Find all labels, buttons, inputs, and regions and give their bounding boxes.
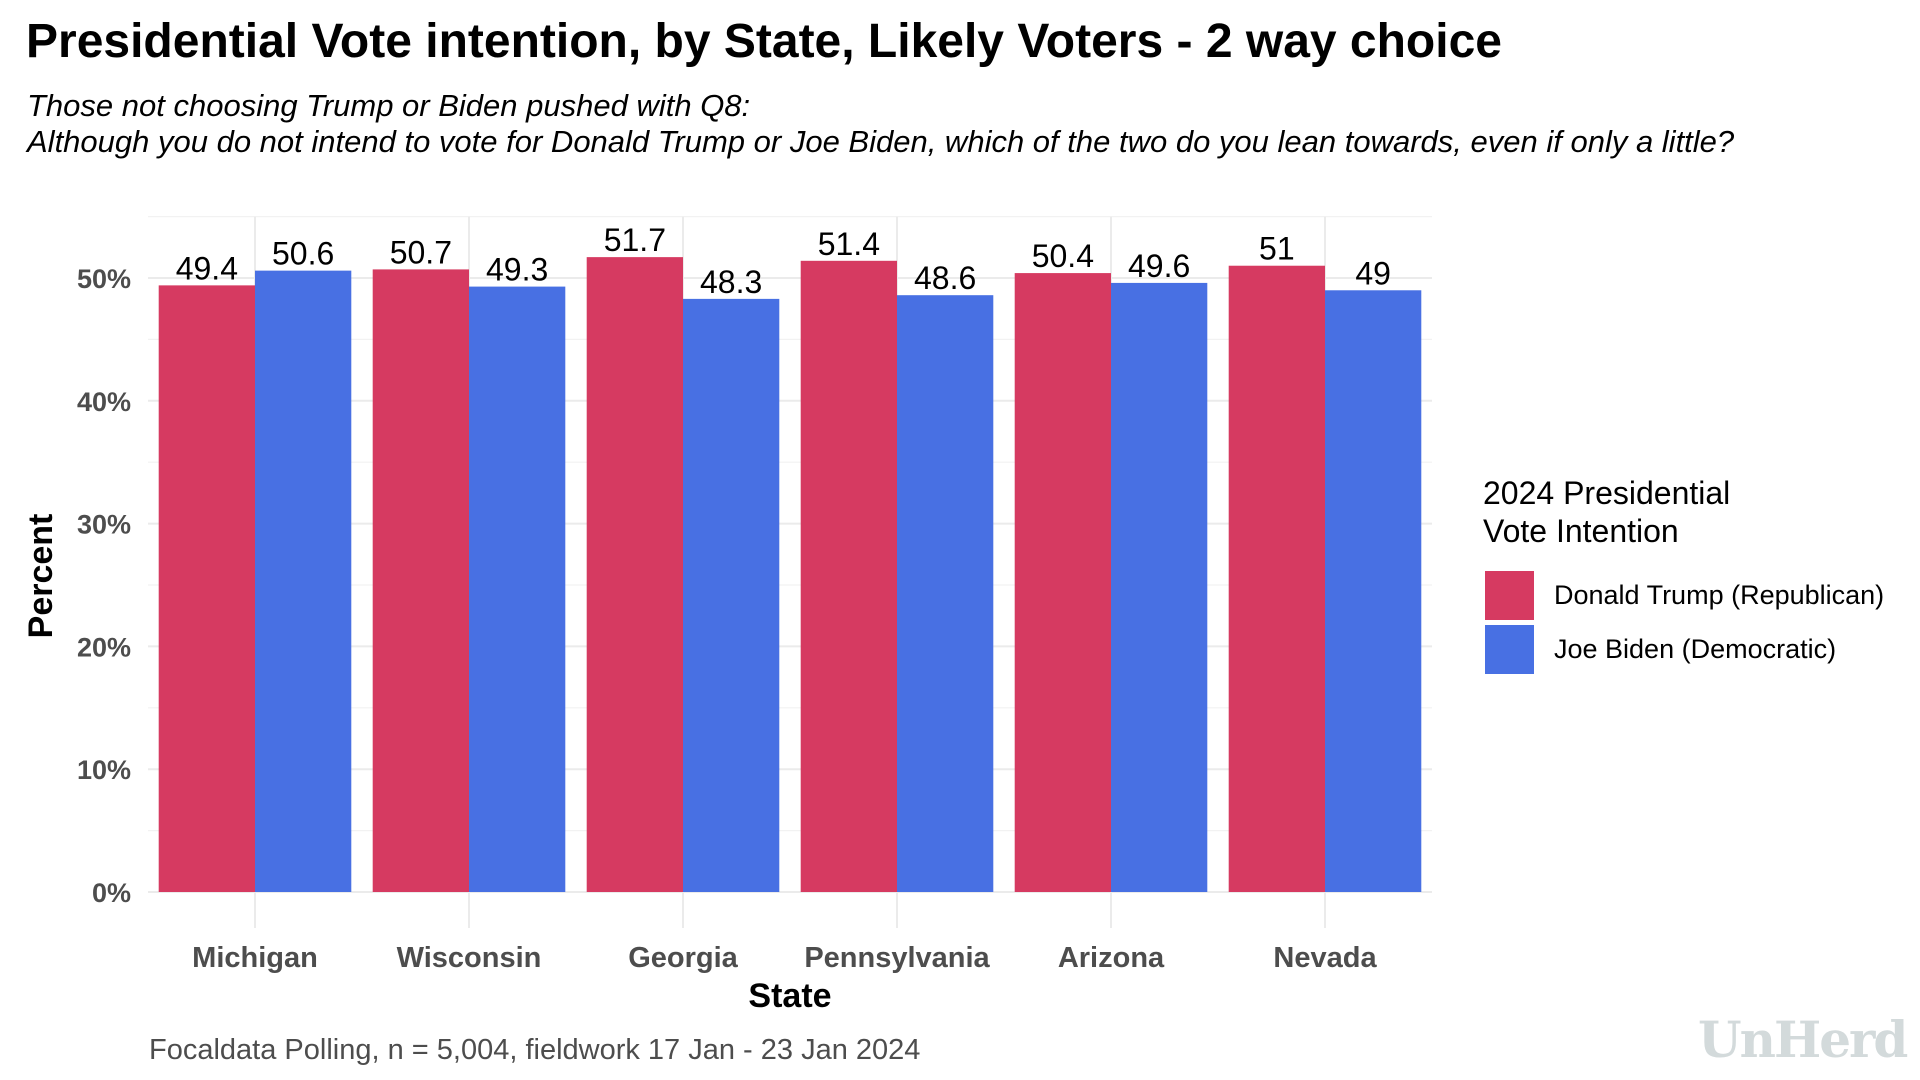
x-tick-label: Wisconsin xyxy=(397,942,542,974)
chart-title: Presidential Vote intention, by State, L… xyxy=(26,15,1502,68)
x-tick-label: Michigan xyxy=(192,942,318,974)
legend-label-biden: Joe Biden (Democratic) xyxy=(1554,634,1837,664)
bar-value-label: 48.3 xyxy=(700,264,762,300)
bar-value-label: 49.6 xyxy=(1128,248,1190,284)
bar-value-label: 51 xyxy=(1259,231,1295,267)
bar-biden-arizona xyxy=(1111,282,1208,892)
bar-value-label: 49.4 xyxy=(176,250,238,286)
bar-trump-georgia xyxy=(586,257,683,892)
bar-value-label: 50.6 xyxy=(272,236,334,272)
x-axis-ticks: Michigan Wisconsin Georgia Pennsylvania Ariz… xyxy=(192,942,1377,974)
bar-value-label: 48.6 xyxy=(914,260,976,296)
x-tick-label: Georgia xyxy=(628,942,738,974)
y-tick-label: 0% xyxy=(92,878,131,908)
bar-trump-arizona xyxy=(1014,273,1111,892)
x-tick-label: Pennsylvania xyxy=(804,942,990,974)
legend-title: 2024 Presidential Vote Intention xyxy=(1483,474,1730,550)
y-axis-ticks: 0% 10% 20% 30% 40% 50% xyxy=(77,264,131,908)
bar-trump-pennsylvania xyxy=(800,260,897,893)
y-tick-label: 30% xyxy=(77,510,131,540)
legend-item-biden: Joe Biden (Democratic) xyxy=(1485,625,1836,674)
x-tick-label: Arizona xyxy=(1058,942,1165,974)
subtitle-line-2: Although you do not intend to vote for D… xyxy=(27,124,1735,159)
legend-label-trump: Donald Trump (Republican) xyxy=(1554,580,1885,610)
bar-value-label: 49.3 xyxy=(486,252,548,288)
y-tick-label: 50% xyxy=(77,264,131,294)
subtitle-line-1: Those not choosing Trump or Biden pushed… xyxy=(27,88,751,123)
bar-trump-wisconsin xyxy=(372,269,469,892)
unherd-logo: UnHerd xyxy=(1698,1010,1908,1069)
bar-trump-michigan xyxy=(158,285,255,892)
x-axis-title: State xyxy=(748,977,831,1015)
bar-biden-nevada xyxy=(1325,290,1422,892)
source-caption: Focaldata Polling, n = 5,004, fieldwork … xyxy=(149,1034,921,1066)
bar-value-label: 50.4 xyxy=(1032,238,1094,274)
bar-biden-pennsylvania xyxy=(897,295,994,892)
bar-biden-wisconsin xyxy=(469,286,566,892)
bar-value-label: 51.7 xyxy=(604,222,666,258)
legend-title-line-2: Vote Intention xyxy=(1483,513,1679,549)
y-tick-label: 20% xyxy=(77,632,131,662)
bar-biden-georgia xyxy=(683,298,780,893)
bar-labels: 49.4 50.6 50.7 49.3 51.7 48.3 51.4 48.6 50.4 49.6… xyxy=(176,222,1391,300)
bar-value-label: 49 xyxy=(1355,255,1391,291)
legend-item-trump: Donald Trump (Republican) xyxy=(1485,571,1884,620)
legend-title-line-1: 2024 Presidential xyxy=(1483,475,1731,511)
chart-subtitle: Those not choosing Trump or Biden pushed… xyxy=(27,88,1734,160)
y-tick-label: 10% xyxy=(77,755,131,785)
x-tick-label: Nevada xyxy=(1273,942,1377,974)
bars xyxy=(158,257,1422,893)
y-tick-label: 40% xyxy=(77,387,131,417)
bar-value-label: 51.4 xyxy=(818,226,880,262)
y-axis-title: Percent xyxy=(22,514,60,639)
legend-swatch-trump xyxy=(1485,571,1534,620)
legend-swatch-biden xyxy=(1485,625,1534,674)
bar-trump-nevada xyxy=(1228,265,1325,893)
bar-value-label: 50.7 xyxy=(390,234,452,270)
bar-biden-michigan xyxy=(255,270,352,893)
